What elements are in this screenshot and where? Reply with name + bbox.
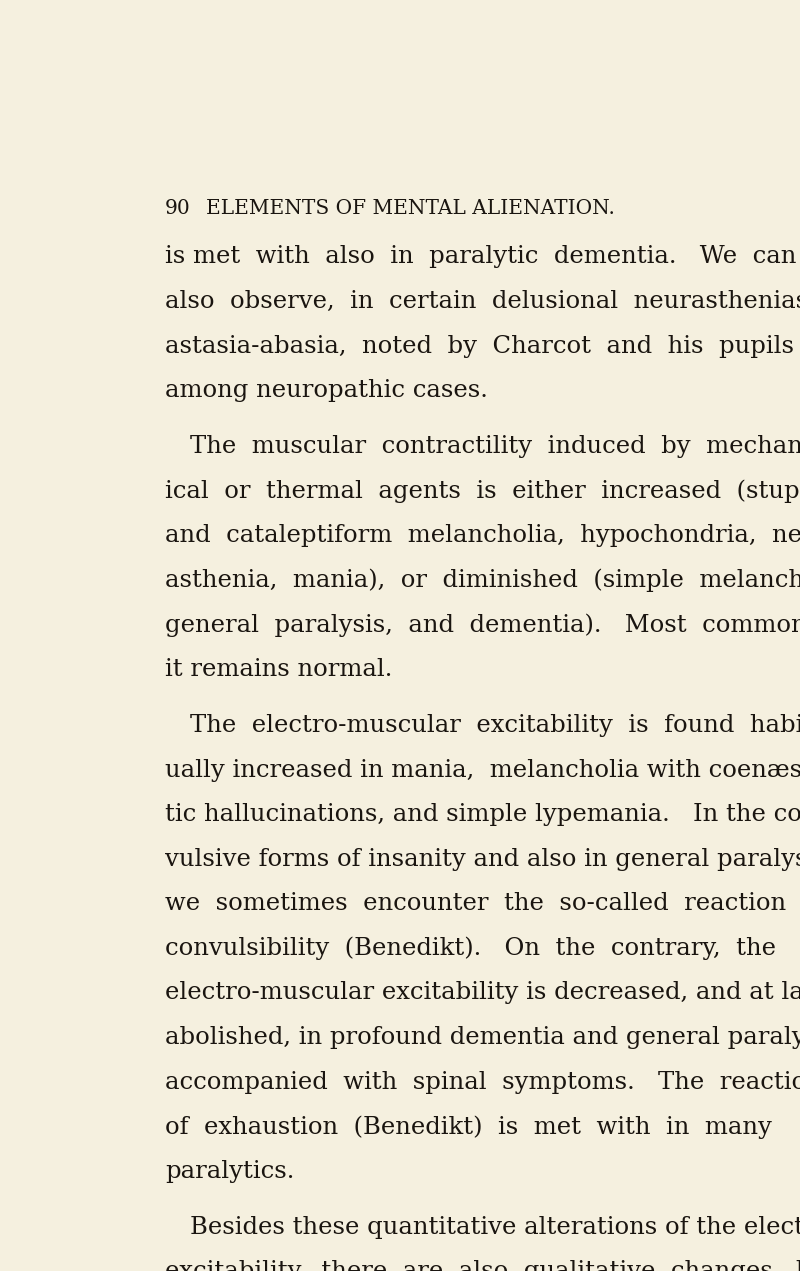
Text: it remains normal.: it remains normal. bbox=[165, 658, 393, 681]
Text: asthenia,  mania),  or  diminished  (simple  melancholia,: asthenia, mania), or diminished (simple … bbox=[165, 569, 800, 592]
Text: we  sometimes  encounter  the  so-called  reaction  of: we sometimes encounter the so-called rea… bbox=[165, 892, 800, 915]
Text: general  paralysis,  and  dementia).   Most  commonly: general paralysis, and dementia). Most c… bbox=[165, 614, 800, 637]
Text: abolished, in profound dementia and general paralysis: abolished, in profound dementia and gene… bbox=[165, 1026, 800, 1049]
Text: ELEMENTS OF MENTAL ALIENATION.: ELEMENTS OF MENTAL ALIENATION. bbox=[206, 200, 614, 219]
Text: The  electro-muscular  excitability  is  found  habit-: The electro-muscular excitability is fou… bbox=[190, 714, 800, 737]
Text: 90: 90 bbox=[165, 200, 191, 219]
Text: accompanied  with  spinal  symptoms.   The  reaction: accompanied with spinal symptoms. The re… bbox=[165, 1070, 800, 1093]
Text: of  exhaustion  (Benedikt)  is  met  with  in  many: of exhaustion (Benedikt) is met with in … bbox=[165, 1115, 772, 1139]
Text: excitability,  there  are  also  qualitative  changes,  but: excitability, there are also qualitative… bbox=[165, 1261, 800, 1271]
Text: electro-muscular excitability is decreased, and at last: electro-muscular excitability is decreas… bbox=[165, 981, 800, 1004]
Text: ical  or  thermal  agents  is  either  increased  (stuporous: ical or thermal agents is either increas… bbox=[165, 480, 800, 503]
Text: tic hallucinations, and simple lypemania.   In the con-: tic hallucinations, and simple lypemania… bbox=[165, 803, 800, 826]
Text: among neuropathic cases.: among neuropathic cases. bbox=[165, 379, 488, 402]
Text: The  muscular  contractility  induced  by  mechan-: The muscular contractility induced by me… bbox=[190, 436, 800, 459]
Text: Besides these quantitative alterations of the electric: Besides these quantitative alterations o… bbox=[190, 1216, 800, 1239]
Text: also  observe,  in  certain  delusional  neurasthenias,: also observe, in certain delusional neur… bbox=[165, 290, 800, 313]
Text: ually increased in mania,  melancholia with coenæsthe-: ually increased in mania, melancholia wi… bbox=[165, 759, 800, 782]
Text: vulsive forms of insanity and also in general paralysis,: vulsive forms of insanity and also in ge… bbox=[165, 848, 800, 871]
Text: paralytics.: paralytics. bbox=[165, 1159, 294, 1182]
Text: and  cataleptiform  melancholia,  hypochondria,  neur-: and cataleptiform melancholia, hypochond… bbox=[165, 525, 800, 548]
Text: astasia-abasia,  noted  by  Charcot  and  his  pupils: astasia-abasia, noted by Charcot and his… bbox=[165, 334, 794, 357]
Text: convulsibility  (Benedikt).   On  the  contrary,  the: convulsibility (Benedikt). On the contra… bbox=[165, 937, 776, 961]
Text: is met  with  also  in  paralytic  dementia.   We  can: is met with also in paralytic dementia. … bbox=[165, 245, 797, 268]
